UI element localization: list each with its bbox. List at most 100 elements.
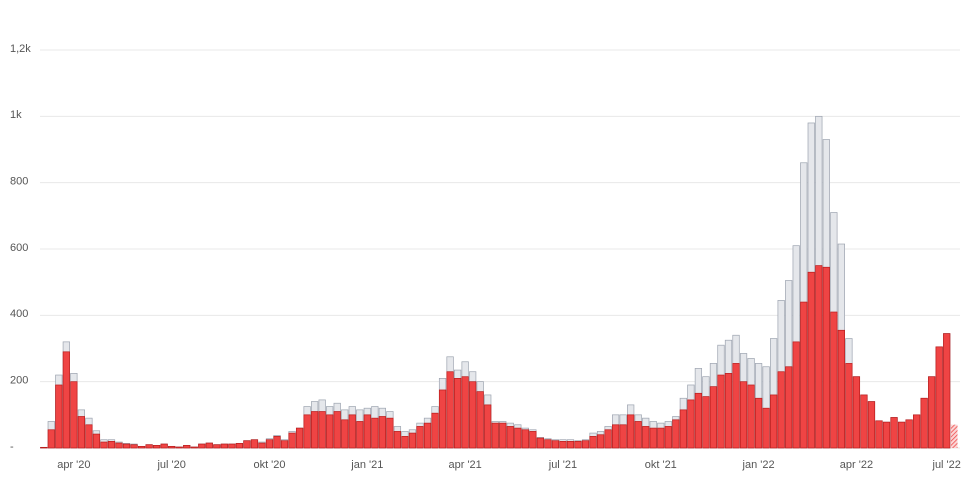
bar: [491, 422, 499, 449]
bar: [943, 333, 951, 449]
bar: [664, 426, 672, 449]
x-tick-label: jul '20: [156, 459, 185, 471]
bar: [702, 396, 710, 449]
bar: [845, 363, 853, 449]
bar: [363, 414, 371, 449]
bar: [446, 371, 454, 449]
bar: [62, 351, 70, 449]
y-tick-label: 400: [10, 308, 28, 320]
bar: [897, 421, 906, 449]
bar: [100, 441, 108, 449]
bar: [40, 446, 48, 449]
bar: [85, 424, 93, 449]
bar: [145, 444, 153, 449]
y-tick-label: 1k: [10, 109, 22, 121]
bar: [401, 436, 409, 449]
bar: [950, 424, 958, 448]
x-tick-label: jan '21: [350, 459, 383, 471]
bar: [183, 444, 191, 449]
bar: [739, 381, 748, 449]
bar: [574, 441, 582, 449]
y-tick-label: 800: [10, 176, 28, 188]
bar: [559, 441, 567, 449]
x-tick-label: jan '22: [742, 459, 775, 471]
bar: [115, 442, 123, 449]
bar: [77, 416, 85, 449]
bar: [612, 424, 620, 449]
bar: [288, 432, 296, 449]
bar: [393, 431, 402, 449]
bar: [785, 366, 793, 449]
bar: [122, 443, 131, 449]
bar: [732, 363, 740, 449]
bar: [649, 427, 657, 449]
bar: [213, 444, 221, 449]
bar: [416, 426, 424, 449]
bar: [913, 414, 921, 449]
y-tick-label: 600: [10, 242, 28, 254]
bar: [536, 437, 544, 449]
bar: [130, 444, 138, 449]
bar: [935, 346, 943, 449]
bar: [499, 422, 507, 449]
bar: [596, 434, 605, 449]
bar: [905, 419, 913, 449]
bar: [724, 373, 733, 449]
bar: [920, 397, 928, 449]
bar: [160, 443, 168, 449]
x-tick-label: apr '22: [840, 459, 873, 471]
bar: [709, 386, 718, 449]
bar: [589, 436, 597, 449]
bar: [830, 311, 838, 449]
bar: [627, 414, 635, 449]
bar: [687, 399, 695, 449]
bar: [333, 411, 341, 449]
bar: [551, 440, 560, 449]
bar: [476, 391, 484, 449]
y-tick-label: -: [10, 441, 14, 453]
bar: [250, 439, 259, 449]
bar: [777, 371, 785, 449]
bar: [469, 381, 477, 449]
bar: [190, 446, 198, 449]
bar: [822, 266, 830, 449]
x-tick-label: okt '21: [645, 459, 677, 471]
x-tick-label: okt '20: [253, 459, 285, 471]
bar: [657, 427, 665, 449]
bar: [137, 445, 146, 449]
bar: [544, 439, 552, 449]
bar: [386, 417, 394, 449]
bar: [311, 411, 319, 449]
bar: [243, 440, 251, 449]
bar: [303, 414, 311, 449]
bar: [672, 419, 680, 449]
bar: [928, 376, 936, 449]
bar: [47, 429, 55, 449]
bar: [642, 426, 650, 449]
bar: [852, 376, 861, 449]
bar: [454, 378, 462, 449]
bar: [815, 265, 823, 449]
bar: [228, 443, 236, 449]
bar: [198, 443, 206, 449]
y-tick-label: 1,2k: [10, 43, 31, 55]
bar: [423, 422, 432, 449]
bar: [890, 417, 898, 449]
bar: [807, 271, 815, 449]
bar: [70, 381, 78, 449]
bar: [875, 420, 883, 449]
bar: [258, 442, 266, 449]
bar: [168, 445, 176, 449]
bar: [754, 397, 763, 449]
bar: [55, 384, 63, 449]
bar: [408, 432, 417, 449]
bar: [770, 394, 778, 449]
bar: [521, 429, 529, 449]
bar: [867, 401, 876, 449]
bar: [431, 412, 439, 449]
y-tick-label: 200: [10, 375, 28, 387]
bar: [762, 407, 770, 449]
bar: [318, 411, 326, 449]
x-tick-label: jul '22: [932, 459, 961, 471]
